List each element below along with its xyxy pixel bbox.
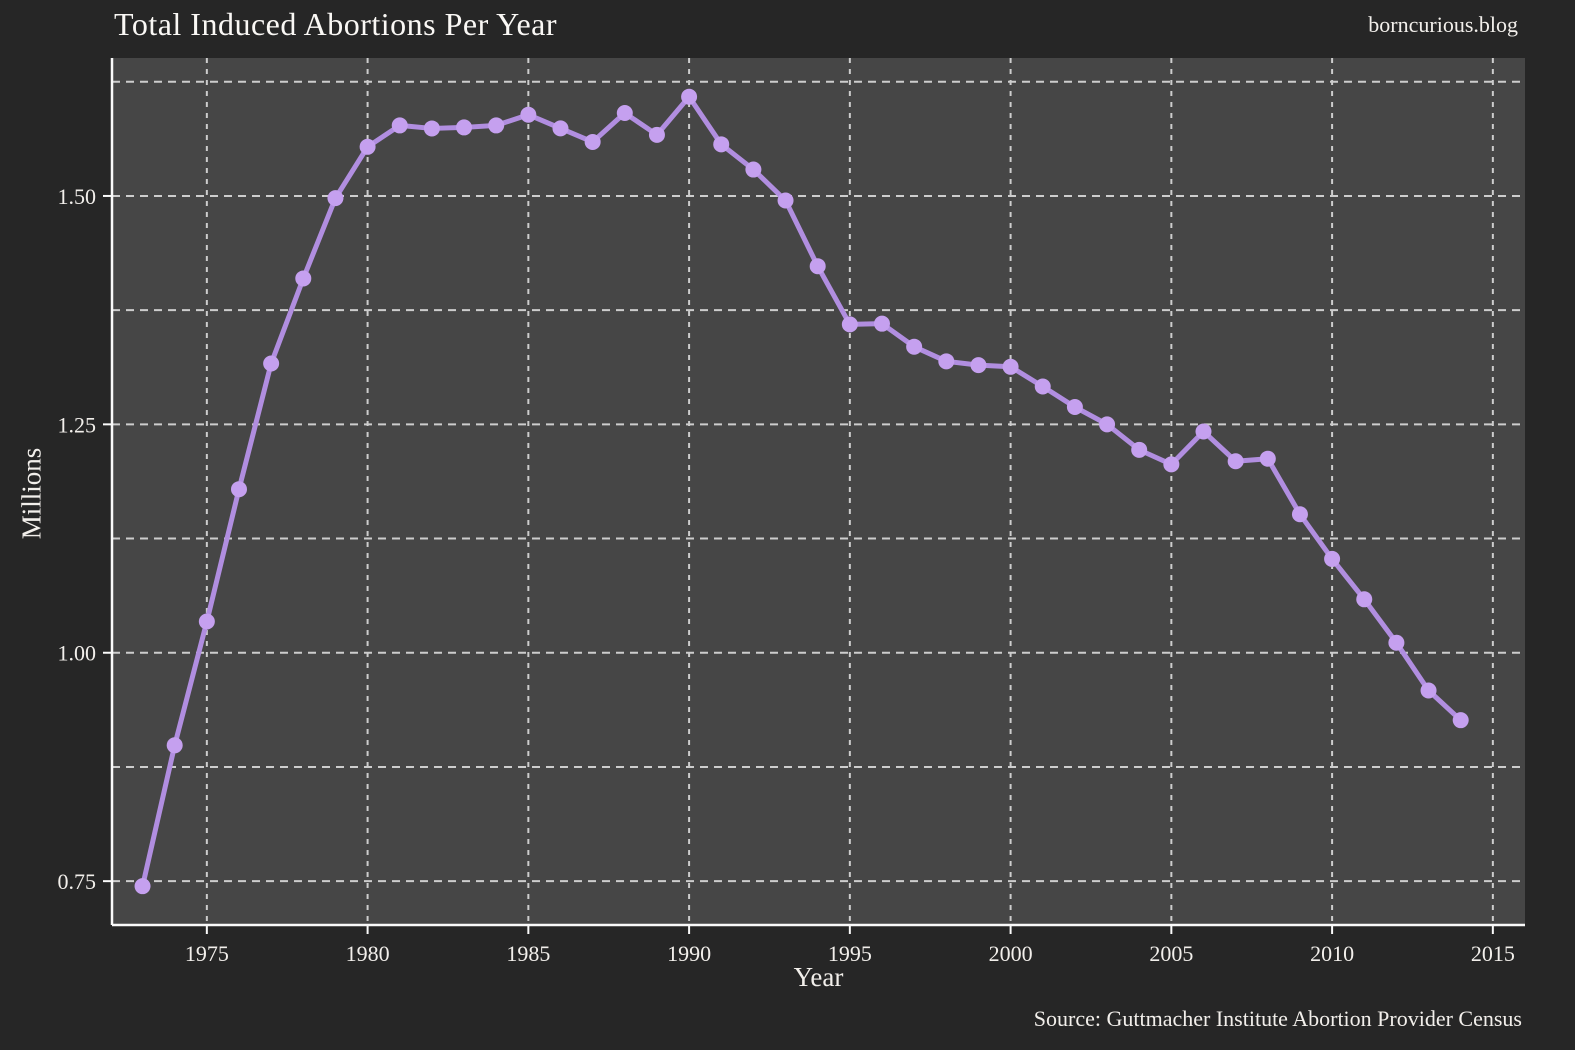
x-tick-label: 2010 xyxy=(1310,941,1354,966)
y-tick-label: 1.25 xyxy=(58,412,97,437)
x-tick-label: 1980 xyxy=(346,941,390,966)
data-point xyxy=(681,88,698,105)
data-point xyxy=(391,117,408,134)
data-point xyxy=(456,119,473,136)
y-tick-label: 0.75 xyxy=(58,869,97,894)
data-point xyxy=(198,613,215,630)
data-point xyxy=(1066,398,1083,415)
data-point xyxy=(1034,378,1051,395)
x-axis-title: Year xyxy=(793,962,844,992)
data-point xyxy=(1356,591,1373,608)
data-point xyxy=(906,338,923,355)
y-axis-title: Millions xyxy=(16,447,47,540)
data-point xyxy=(970,357,987,374)
data-point xyxy=(166,737,183,754)
data-point xyxy=(423,120,440,137)
data-point xyxy=(1099,416,1116,433)
data-point xyxy=(648,126,665,143)
data-point xyxy=(713,136,730,153)
data-point xyxy=(327,190,344,207)
x-tick-label: 1975 xyxy=(185,941,229,966)
data-point xyxy=(1195,423,1212,440)
data-point xyxy=(1259,450,1276,467)
data-point xyxy=(584,133,601,150)
data-point xyxy=(552,120,569,137)
plot-area xyxy=(112,58,1525,925)
data-point xyxy=(1388,634,1405,651)
data-point xyxy=(809,258,826,275)
x-tick-label: 2005 xyxy=(1149,941,1193,966)
x-tick-label: 2015 xyxy=(1471,941,1515,966)
source-attribution: Source: Guttmacher Institute Abortion Pr… xyxy=(1033,1006,1522,1031)
x-tick-label: 1985 xyxy=(506,941,550,966)
site-watermark: borncurious.blog xyxy=(1368,12,1518,37)
data-point xyxy=(938,353,955,370)
data-point xyxy=(1002,358,1019,375)
data-point xyxy=(1324,550,1341,567)
data-point xyxy=(616,104,633,121)
data-point xyxy=(520,106,537,123)
data-point xyxy=(1131,441,1148,458)
y-tick-label: 1.50 xyxy=(58,184,97,209)
data-point xyxy=(745,161,762,178)
data-point xyxy=(1452,712,1469,729)
data-point xyxy=(777,192,794,209)
data-point xyxy=(134,878,151,895)
x-tick-label: 1990 xyxy=(667,941,711,966)
data-point xyxy=(873,315,890,332)
data-point xyxy=(1227,453,1244,470)
y-tick-label: 1.00 xyxy=(58,641,97,666)
data-point xyxy=(1291,506,1308,523)
x-tick-label: 1995 xyxy=(828,941,872,966)
data-point xyxy=(230,481,247,498)
data-point xyxy=(1163,456,1180,473)
data-point xyxy=(488,117,505,134)
data-point xyxy=(1420,682,1437,699)
data-point xyxy=(295,270,312,287)
data-point xyxy=(263,355,280,372)
x-tick-label: 2000 xyxy=(989,941,1033,966)
data-point xyxy=(359,138,376,155)
data-point xyxy=(841,316,858,333)
chart-title: Total Induced Abortions Per Year xyxy=(114,6,558,42)
